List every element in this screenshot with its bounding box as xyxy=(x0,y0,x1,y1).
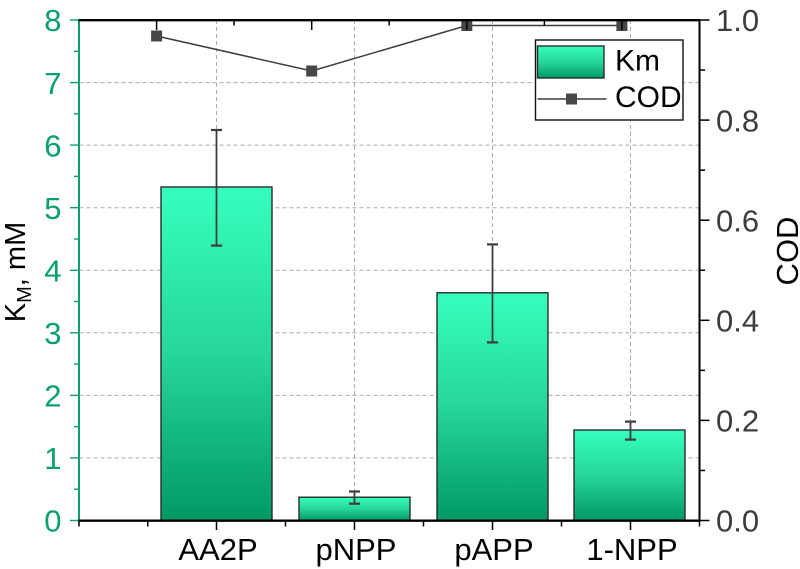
svg-text:COD: COD xyxy=(770,217,800,286)
svg-text:7: 7 xyxy=(44,66,61,101)
svg-text:0.0: 0.0 xyxy=(716,504,759,539)
svg-text:8: 8 xyxy=(44,3,61,38)
svg-text:Km: Km xyxy=(615,45,660,78)
svg-text:6: 6 xyxy=(44,128,61,163)
svg-text:1: 1 xyxy=(44,441,61,476)
svg-text:0.6: 0.6 xyxy=(716,203,759,238)
svg-text:1-NPP: 1-NPP xyxy=(586,532,677,567)
svg-text:AA2P: AA2P xyxy=(178,532,257,567)
svg-text:4: 4 xyxy=(44,254,61,289)
svg-text:0.8: 0.8 xyxy=(716,103,759,138)
svg-text:1.0: 1.0 xyxy=(716,3,759,38)
svg-text:pAPP: pAPP xyxy=(454,532,533,567)
svg-text:2: 2 xyxy=(44,379,61,414)
svg-text:3: 3 xyxy=(44,316,61,351)
svg-text:COD: COD xyxy=(615,81,682,114)
svg-text:0: 0 xyxy=(44,504,61,539)
svg-text:0.2: 0.2 xyxy=(716,404,759,439)
svg-text:5: 5 xyxy=(44,191,61,226)
svg-text:pNPP: pNPP xyxy=(316,532,397,567)
svg-text:KM, mM: KM, mM xyxy=(0,222,36,322)
svg-text:0.4: 0.4 xyxy=(716,304,759,339)
